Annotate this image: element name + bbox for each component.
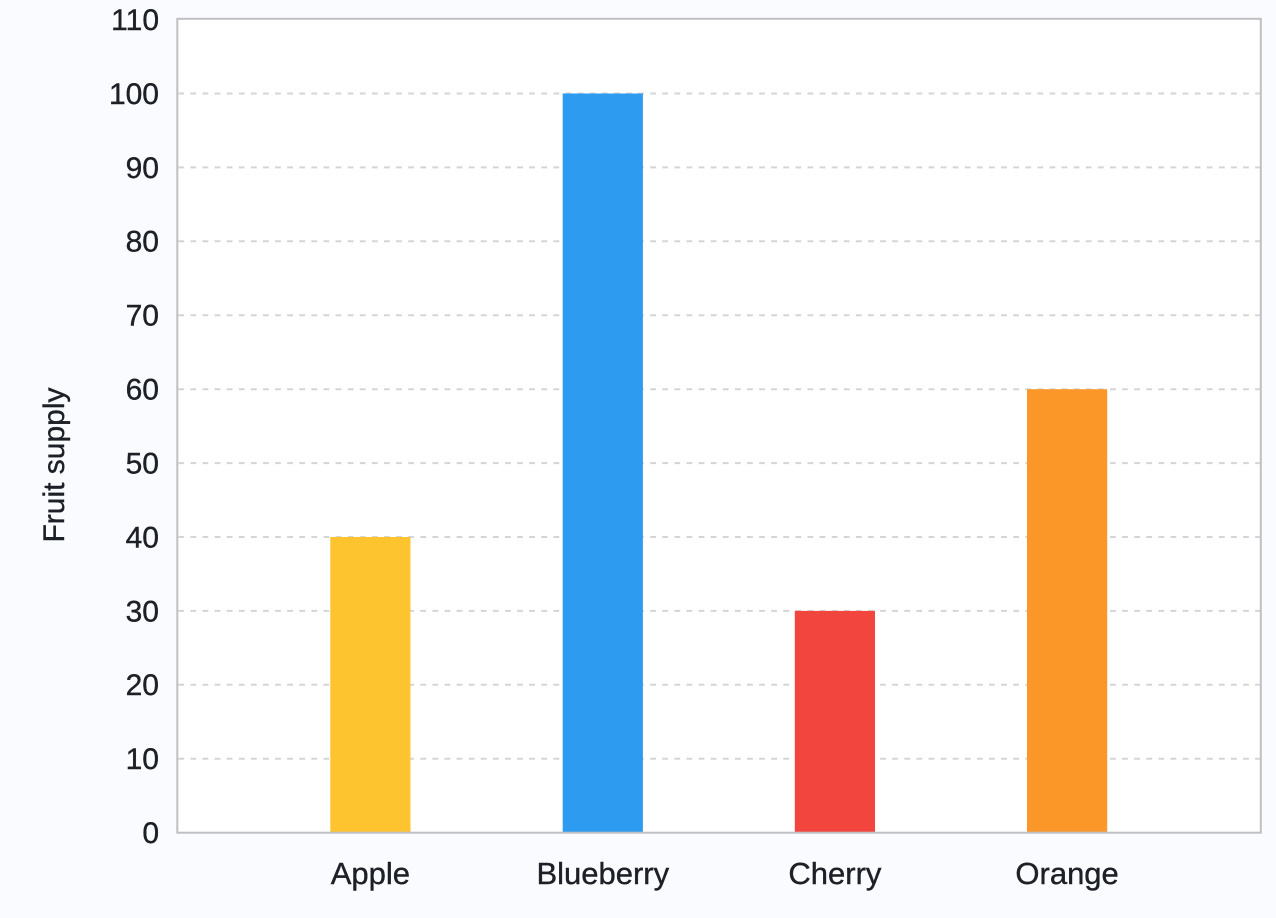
svg-text:30: 30 bbox=[126, 595, 159, 628]
svg-text:Fruit supply: Fruit supply bbox=[38, 387, 71, 542]
svg-text:10: 10 bbox=[126, 743, 159, 776]
svg-text:70: 70 bbox=[126, 300, 159, 333]
svg-text:60: 60 bbox=[126, 374, 159, 407]
svg-text:80: 80 bbox=[126, 226, 159, 259]
svg-text:110: 110 bbox=[111, 4, 159, 37]
svg-text:20: 20 bbox=[126, 669, 159, 702]
svg-text:0: 0 bbox=[142, 817, 159, 850]
svg-text:Apple: Apple bbox=[331, 856, 410, 891]
svg-text:50: 50 bbox=[126, 448, 159, 481]
svg-text:90: 90 bbox=[126, 152, 159, 185]
svg-text:40: 40 bbox=[126, 521, 159, 554]
svg-text:100: 100 bbox=[109, 78, 159, 111]
svg-text:Orange: Orange bbox=[1015, 856, 1118, 891]
svg-text:Cherry: Cherry bbox=[788, 856, 882, 891]
svg-text:Blueberry: Blueberry bbox=[536, 856, 669, 891]
